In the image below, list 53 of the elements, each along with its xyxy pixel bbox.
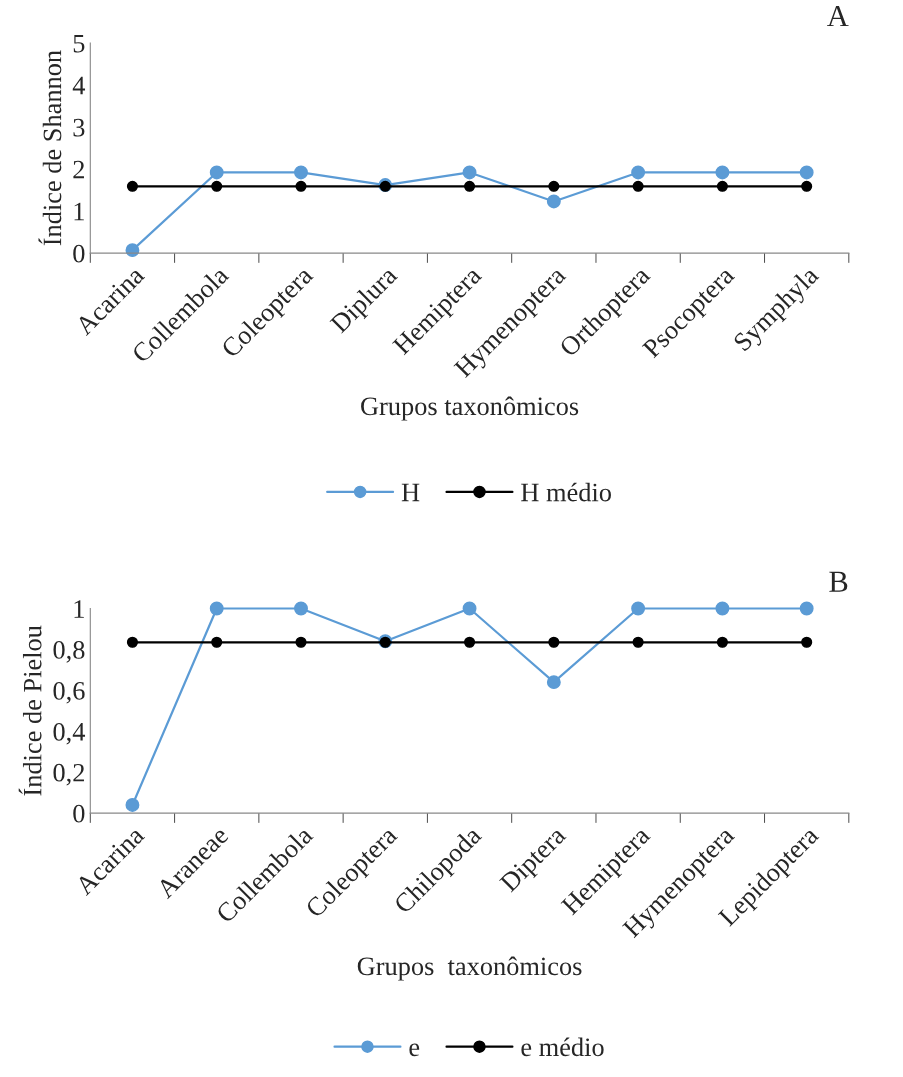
point xyxy=(632,180,644,192)
y-axis-title: Índice de Pielou xyxy=(18,625,42,796)
text: A xyxy=(827,5,849,27)
point xyxy=(295,180,307,192)
y-tick-label: 2 xyxy=(73,160,84,179)
y-tick-label: 0,6 xyxy=(53,681,85,704)
point xyxy=(126,636,138,648)
legend-label: H médio xyxy=(521,482,611,502)
point xyxy=(631,165,646,180)
y-tick-label: 4 xyxy=(72,76,86,95)
y-tick-label: 1 xyxy=(74,202,84,221)
point xyxy=(464,636,476,648)
point xyxy=(209,165,224,180)
point xyxy=(715,165,730,180)
point xyxy=(631,601,646,616)
point xyxy=(462,601,477,616)
text: B xyxy=(829,571,848,592)
point xyxy=(126,180,138,192)
point xyxy=(125,798,140,812)
point xyxy=(546,675,561,690)
point xyxy=(209,601,224,616)
point xyxy=(801,180,813,192)
point xyxy=(716,636,728,648)
y-tick-label: 1 xyxy=(74,600,84,618)
y-axis-title: Índice de Shannon xyxy=(38,50,62,246)
point xyxy=(716,180,728,192)
point xyxy=(715,601,730,616)
x-axis-title: Grupos taxonômicos xyxy=(357,956,582,981)
legend-label: e xyxy=(409,1043,420,1057)
point xyxy=(294,601,308,616)
point xyxy=(799,601,814,616)
y-tick-label: 0 xyxy=(73,244,85,263)
y-tick-label: 0 xyxy=(73,804,85,823)
y-tick-label: 0,4 xyxy=(53,722,86,745)
point xyxy=(548,180,560,192)
point xyxy=(546,194,561,209)
point xyxy=(801,636,813,648)
y-tick-label: 5 xyxy=(73,34,85,53)
point xyxy=(464,180,476,192)
point xyxy=(632,636,644,648)
legend-label: H xyxy=(401,483,420,502)
y-tick-label: 0,8 xyxy=(53,641,85,663)
point xyxy=(462,165,477,180)
point xyxy=(548,636,560,648)
y-tick-label: 3 xyxy=(73,118,85,137)
legend-label: e médio xyxy=(521,1037,604,1057)
x-axis-title: Grupos taxonômicos xyxy=(361,396,579,421)
point xyxy=(294,165,308,180)
y-tick-label: 0,2 xyxy=(53,763,84,786)
point xyxy=(211,180,223,192)
point xyxy=(799,165,814,180)
point xyxy=(211,636,223,648)
point xyxy=(295,636,307,648)
